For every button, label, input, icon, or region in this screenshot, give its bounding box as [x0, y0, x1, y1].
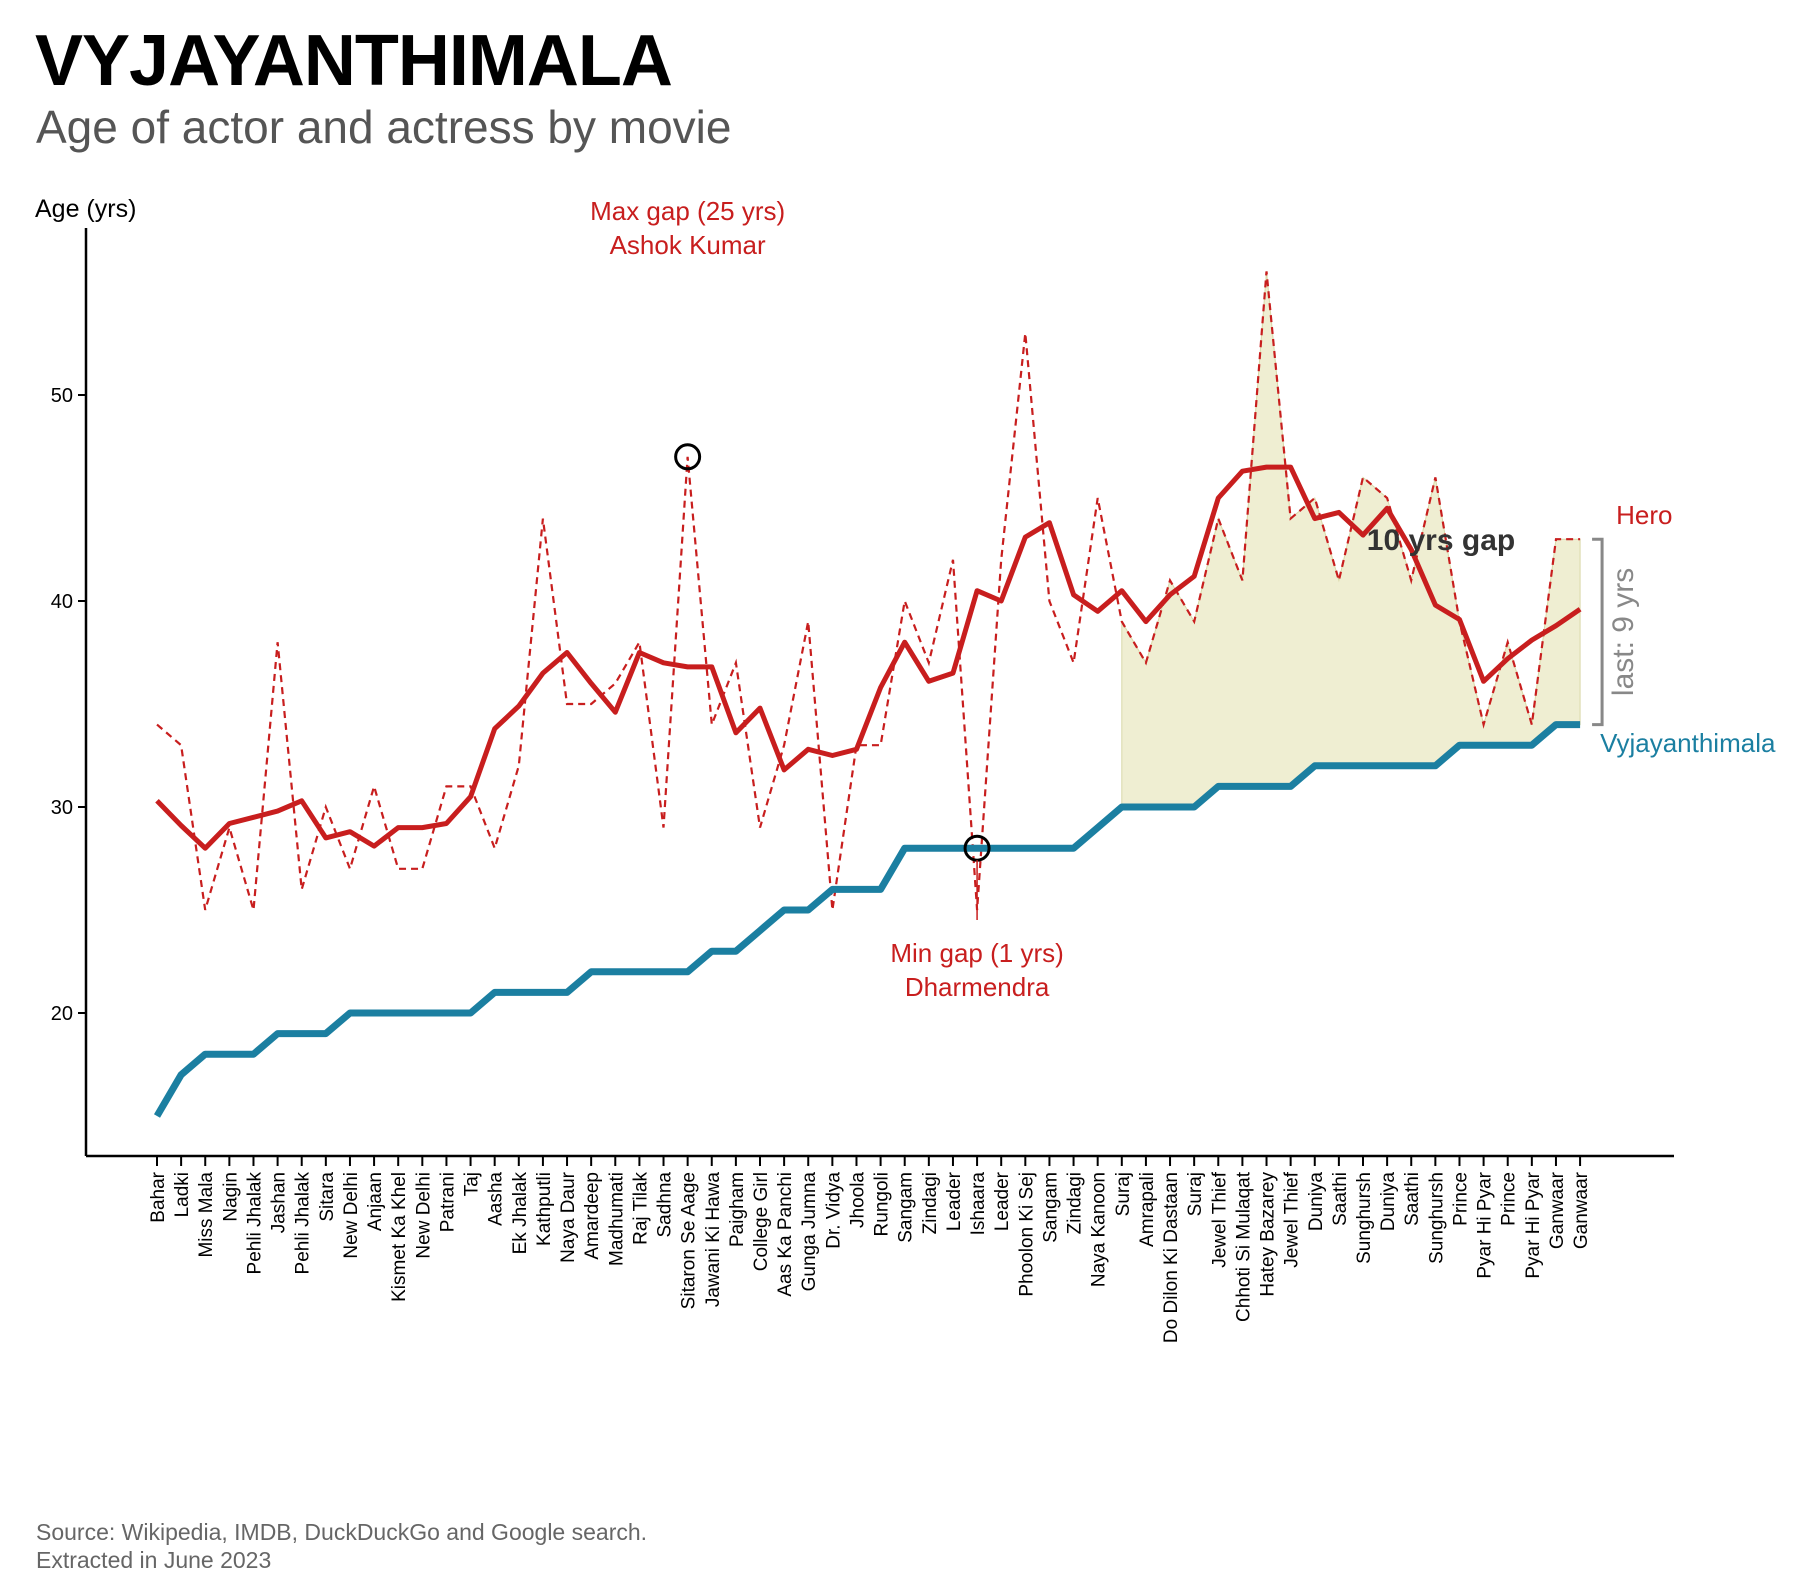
- hero-age-dashed-line: [156, 271, 1581, 911]
- max-gap-annotation-name: Ashok Kumar: [610, 230, 766, 260]
- x-tick-label: Saathi: [1330, 1172, 1351, 1226]
- x-tick-label: Sitaron Se Aage: [679, 1172, 700, 1309]
- x-tick-label: Pehli Jhalak: [244, 1172, 265, 1275]
- max-gap-marker: [674, 443, 702, 471]
- x-tick-label: Sunghursh: [1426, 1172, 1447, 1264]
- x-tick-label: Aas Ka Panchi: [775, 1172, 796, 1297]
- x-tick-label: Pyar Hi Pyar: [1523, 1171, 1544, 1278]
- x-tick-label: New Delhi: [413, 1172, 434, 1259]
- max-gap-annotation-title: Max gap (25 yrs): [590, 196, 785, 226]
- x-tick-label: Naya Kanoon: [1089, 1172, 1110, 1287]
- x-tick-label: Jewel Thief: [1282, 1171, 1303, 1267]
- hero-age-smoothed-line: [155, 464, 1582, 851]
- x-tick-label: Sangam: [896, 1172, 917, 1243]
- recent-gap-annotation: 10 yrs gap: [1367, 524, 1515, 557]
- x-tick-label: Rungoli: [872, 1172, 893, 1236]
- x-tick-label: Pyar Hi Pyar: [1475, 1171, 1496, 1278]
- x-tick-label: Ishaara: [968, 1172, 989, 1236]
- x-tick-label: Bahar: [148, 1171, 169, 1222]
- x-tick-label: Jashan: [269, 1172, 290, 1233]
- x-tick-label: Sadhna: [655, 1172, 676, 1238]
- heroine-series-label: Vyjayanthimala: [1600, 728, 1776, 758]
- x-tick-label: Ek Jhalak: [510, 1172, 531, 1255]
- y-tick-label: 30: [51, 797, 73, 819]
- x-tick-label: Zindagi: [1065, 1172, 1086, 1234]
- x-tick-label: Leader: [944, 1171, 965, 1231]
- x-tick-label: Ganwaar: [1547, 1171, 1568, 1249]
- x-tick-label: Gunga Jumna: [799, 1172, 820, 1292]
- x-tick-label: Naya Daur: [558, 1171, 579, 1262]
- x-tick-label: College Girl: [751, 1172, 772, 1271]
- x-tick-label: Suraj: [1113, 1172, 1134, 1216]
- y-tick-label: 50: [51, 385, 73, 407]
- x-tick-label: Suraj: [1185, 1172, 1206, 1216]
- x-tick-label: Amrapali: [1137, 1172, 1158, 1247]
- x-tick-label: Paigham: [727, 1172, 748, 1247]
- min-gap-annotation-name: Dharmendra: [905, 972, 1050, 1002]
- x-tick-label: Dr. Vidya: [823, 1172, 844, 1249]
- x-tick-label: Hatey Bazarey: [1258, 1172, 1279, 1297]
- last-gap-bracket: [1592, 537, 1604, 727]
- y-tick-label: 20: [51, 1003, 73, 1025]
- x-tick-label: Kismet Ka Khel: [389, 1172, 410, 1302]
- x-tick-label: Duniya: [1306, 1172, 1327, 1232]
- x-tick-label: Patrani: [437, 1172, 458, 1232]
- x-tick-label: Zindagi: [920, 1172, 941, 1234]
- x-tick-label: Chhoti Si Mulaqat: [1233, 1171, 1254, 1322]
- x-tick-label: Amardeep: [582, 1172, 603, 1260]
- x-tick-label: Sunghursh: [1354, 1172, 1375, 1264]
- hero-series-label: Hero: [1616, 500, 1672, 530]
- series-layer: [153, 271, 1604, 1118]
- x-tick-label: Do Dilon Ki Dastaan: [1161, 1172, 1182, 1343]
- x-tick-label: Ladki: [172, 1172, 193, 1217]
- x-tick-label: Aasha: [486, 1172, 507, 1226]
- y-axis-label: Age (yrs): [35, 195, 136, 223]
- x-tick-label: New Delhi: [341, 1172, 362, 1259]
- x-tick-label: Miss Mala: [196, 1172, 217, 1258]
- chart-title: VYJAYANTHIMALA: [35, 21, 673, 101]
- x-tick-label: Sangam: [1040, 1172, 1061, 1243]
- x-tick-label: Phoolon Ki Sej: [1016, 1172, 1037, 1297]
- x-tick-label: Jewel Thief: [1209, 1171, 1230, 1267]
- x-tick-label: Leader: [992, 1171, 1013, 1231]
- heroine-age-line: [153, 721, 1581, 1118]
- x-tick-label: Prince: [1450, 1172, 1471, 1226]
- source-note: Source: Wikipedia, IMDB, DuckDuckGo and …: [36, 1519, 648, 1573]
- x-tick-label: Taj: [462, 1172, 483, 1196]
- annotation-layer: Max gap (25 yrs) Ashok Kumar Min gap (1 …: [590, 196, 1776, 1002]
- chart-subtitle: Age of actor and actress by movie: [36, 101, 732, 153]
- x-tick-label: Duniya: [1378, 1172, 1399, 1232]
- x-tick-label: Pehli Jhalak: [293, 1172, 314, 1275]
- x-tick-label: Nagin: [220, 1172, 241, 1222]
- x-tick-label: Sitara: [317, 1172, 338, 1222]
- x-tick-label: Jhoola: [847, 1172, 868, 1228]
- last-gap-annotation: last: 9 yrs: [1607, 568, 1640, 696]
- y-tick-label: 40: [51, 591, 73, 613]
- min-gap-annotation-title: Min gap (1 yrs): [890, 938, 1063, 968]
- x-tick-label: Ganwaar: [1571, 1171, 1592, 1249]
- x-tick-label: Raj Tilak: [630, 1172, 651, 1245]
- x-tick-label: Kathputli: [534, 1172, 555, 1246]
- x-tick-label: Anjaan: [365, 1172, 386, 1231]
- x-tick-label: Prince: [1499, 1172, 1520, 1226]
- x-tick-label: Saathi: [1402, 1172, 1423, 1226]
- x-tick-label: Madhumati: [606, 1172, 627, 1266]
- x-tick-label: Jawani Ki Hawa: [703, 1172, 724, 1308]
